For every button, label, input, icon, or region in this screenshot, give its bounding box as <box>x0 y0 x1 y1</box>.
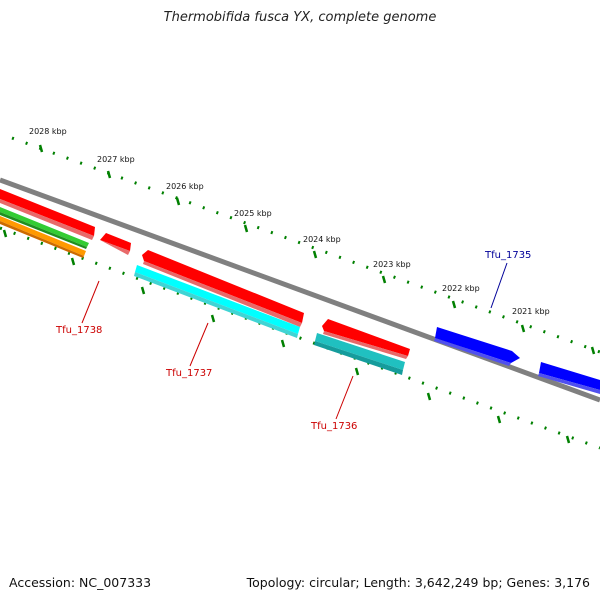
gene-arrow <box>435 327 520 363</box>
gene-arrow-shade <box>538 373 600 394</box>
gene-arrow-shade <box>0 199 94 240</box>
gene-arrow-shade <box>143 261 302 327</box>
major-tick <box>381 275 387 284</box>
genome-summary-text: Topology: circular; Length: 3,642,249 bp… <box>246 575 590 590</box>
gene-arrow-shade <box>434 338 511 366</box>
outer-tick-ring <box>11 136 600 354</box>
kbp-label: 2021 kbp <box>512 307 550 316</box>
major-tick <box>175 197 181 206</box>
major-tick <box>243 224 249 233</box>
leader-line-tfu-1738 <box>81 280 100 324</box>
gene-arrow-shade <box>134 272 298 338</box>
leader-line-tfu-1735 <box>490 262 508 309</box>
gene-label-tfu-1738: Tfu_1738 <box>55 325 102 336</box>
green-feature-track <box>0 207 89 247</box>
major-tick <box>354 367 360 376</box>
major-tick <box>565 435 571 444</box>
leader-line-tfu-1736 <box>335 375 354 420</box>
map-title: Thermobifida fusca YX, complete genome <box>163 10 437 25</box>
gene-tfu-1736-teal <box>314 333 405 375</box>
kbp-label: 2023 kbp <box>373 260 411 269</box>
gene-arrow <box>135 265 300 334</box>
green-feature-track-shade <box>0 212 87 249</box>
major-ticks <box>2 144 596 444</box>
gene-small-red <box>100 233 131 255</box>
major-tick <box>70 257 76 266</box>
gene-blue-right <box>538 362 600 394</box>
gene-arrow <box>539 362 600 390</box>
inner-tick-ring <box>0 226 600 450</box>
gene-arrow <box>322 319 410 356</box>
gene-label-tfu-1735: Tfu_1735 <box>484 250 531 261</box>
major-tick <box>520 324 526 333</box>
major-tick <box>426 392 432 401</box>
gene-tfu-1738 <box>0 189 95 240</box>
major-tick <box>38 144 44 153</box>
gene-arrow <box>142 250 304 323</box>
gene-label-tfu-1737: Tfu_1737 <box>165 368 212 379</box>
major-tick <box>280 339 286 348</box>
accession-text: Accession: NC_007333 <box>9 575 152 590</box>
gene-arrow-shade <box>100 240 130 255</box>
gene-arrow <box>100 233 131 251</box>
major-tick <box>2 229 8 238</box>
major-tick <box>140 286 146 295</box>
genome-backbone <box>0 177 600 403</box>
orange-feature-track <box>0 216 86 256</box>
kbp-label: 2026 kbp <box>166 182 204 191</box>
kbp-label: 2027 kbp <box>97 155 135 164</box>
kbp-label: 2028 kbp <box>29 127 67 136</box>
major-tick <box>210 314 216 323</box>
leader-line-tfu-1737 <box>189 322 209 367</box>
major-tick <box>312 250 318 259</box>
gene-tfu-1737-red <box>142 250 304 327</box>
kbp-label: 2022 kbp <box>442 284 480 293</box>
major-tick <box>106 170 112 179</box>
gene-tfu-1735 <box>434 327 520 366</box>
gene-arrow-shade <box>314 341 403 375</box>
major-tick <box>496 415 502 424</box>
gene-arrow-shade <box>323 331 408 359</box>
gene-label-tfu-1736: Tfu_1736 <box>310 421 357 432</box>
major-tick <box>451 300 457 309</box>
kbp-label: 2025 kbp <box>234 209 272 218</box>
gene-arrow <box>315 333 405 370</box>
major-tick <box>590 346 596 355</box>
gene-tfu-1736-red <box>322 319 410 359</box>
gene-arrow <box>0 189 95 236</box>
kbp-label: 2024 kbp <box>303 235 341 244</box>
gene-tfu-1737-cyan <box>134 265 300 338</box>
orange-feature-track-shade <box>0 221 84 258</box>
